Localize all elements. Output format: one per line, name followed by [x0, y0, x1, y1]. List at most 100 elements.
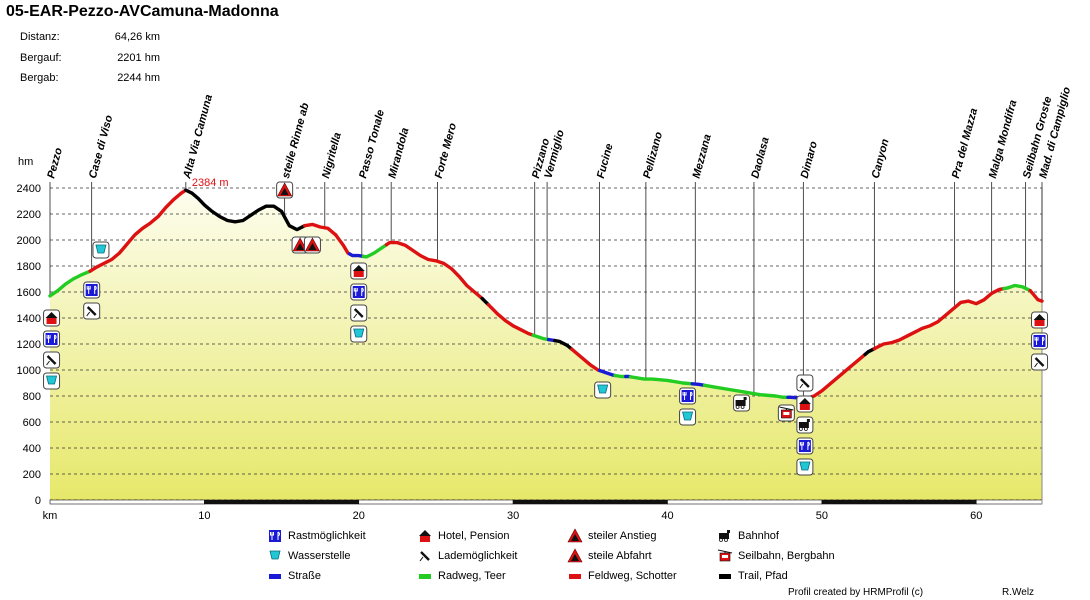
x-axis-scale-segment [667, 499, 823, 505]
legend-label: Seilbahn, Bergbahn [738, 550, 835, 562]
y-tick-label: 1600 [17, 287, 41, 299]
train-icon [796, 416, 814, 434]
hotel-legend-icon [416, 528, 434, 544]
steep-ascent-icon [276, 181, 294, 199]
profile-segment [361, 243, 389, 259]
charging-icon [43, 351, 61, 369]
profile-segment [48, 269, 92, 298]
waypoint-label: Malga Mondifra [987, 99, 1019, 180]
cablecar-icon [717, 548, 733, 564]
x-axis-label: km [43, 510, 58, 522]
author-text: R.Welz [1002, 587, 1035, 598]
y-axis-label: hm [18, 156, 33, 168]
hotel-icon [796, 395, 814, 413]
profile-segment [553, 338, 574, 351]
profile-segment [303, 222, 338, 237]
profile-segment [690, 382, 707, 387]
legend-label: Wasserstelle [288, 550, 351, 562]
y-tick-label: 400 [23, 443, 41, 455]
profile-segment [531, 333, 551, 342]
profile-segment [1028, 289, 1044, 303]
food-icon [83, 281, 101, 299]
water-icon [594, 381, 612, 399]
water-icon [43, 372, 61, 390]
x-tick-label: 20 [353, 510, 365, 522]
charging-icon [417, 548, 433, 564]
steep-descent-icon [567, 548, 583, 564]
profile-segment [628, 375, 694, 386]
water-icon [267, 548, 283, 564]
y-tick-label: 600 [23, 417, 41, 429]
legend-label: steiler Anstieg [588, 530, 657, 542]
bikepath-legend-icon [416, 569, 434, 583]
train-icon [717, 528, 733, 544]
x-axis-scale-segment [975, 499, 1043, 505]
hotel-icon [350, 262, 368, 280]
x-tick-label: 40 [661, 510, 673, 522]
waypoint-label: Mirandola [386, 126, 411, 179]
y-tick-label: 200 [23, 469, 41, 481]
waypoint-label: Dimaro [799, 140, 820, 180]
hotel-icon [43, 309, 61, 327]
water-legend-icon [266, 548, 284, 564]
profile-segment [863, 347, 877, 357]
cablecar-legend-icon [716, 548, 734, 564]
legend-item-food: Rastmöglichkeit [266, 528, 366, 544]
distance-value: 64,26 km [114, 31, 160, 43]
charging-icon [350, 304, 368, 322]
waypoint-label: Pra del Mazza [950, 107, 980, 180]
x-axis-scale-segment [821, 499, 977, 505]
profile-area [50, 190, 1042, 500]
cablecar-icon [777, 404, 795, 422]
food-legend-icon [266, 528, 284, 544]
steep-descent-legend-icon [566, 548, 584, 564]
charging-legend-icon [416, 548, 434, 564]
food-icon [43, 330, 61, 348]
legend-item-train: Bahnhof [716, 528, 779, 544]
y-tick-label: 2000 [17, 235, 41, 247]
steep-ascent-legend-icon [566, 528, 584, 544]
gravel-legend-icon [566, 569, 584, 583]
profile-segment [872, 286, 1006, 351]
train-icon [733, 394, 751, 412]
peak-annotation: 2384 m [192, 177, 229, 189]
y-tick-label: 2400 [17, 183, 41, 195]
hotel-icon [417, 528, 433, 544]
legend-item-steep-ascent: steiler Anstieg [566, 528, 656, 544]
legend-label: Hotel, Pension [438, 530, 510, 542]
y-tick-label: 1400 [17, 313, 41, 325]
legend-label: steile Abfahrt [588, 550, 652, 562]
water-icon [350, 325, 368, 343]
food-icon [350, 283, 368, 301]
x-axis-scale-segment [204, 499, 360, 505]
legend-item-bikepath: Radweg, Teer [416, 568, 506, 584]
profile-segment [184, 188, 307, 232]
food-icon [1031, 332, 1049, 350]
y-tick-label: 1000 [17, 365, 41, 377]
waypoint-label: Case di Viso [87, 114, 115, 180]
trail-legend-icon [716, 569, 734, 583]
profile-segment [88, 188, 188, 273]
legend-label: Lademöglichkeit [438, 550, 518, 562]
legend-item-cablecar: Seilbahn, Bergbahn [716, 548, 835, 564]
profile-segment [347, 252, 366, 259]
legend-label: Feldweg, Schotter [588, 570, 677, 582]
waypoint-label: Pezzo [45, 146, 65, 179]
food-icon [679, 387, 697, 405]
gravel-swatch [569, 573, 581, 579]
waypoint-label: Nigritella [320, 131, 344, 180]
legend-label: Radweg, Teer [438, 570, 506, 582]
steep-descent-icon [303, 236, 321, 254]
profile-segment [1002, 283, 1032, 293]
waypoint-label: Daolasa [749, 136, 772, 180]
legend-label: Trail, Pfad [738, 570, 788, 582]
waypoint-label: Pellizano [641, 130, 665, 179]
ascent-value: 2201 hm [117, 52, 160, 64]
legend-item-water: Wasserstelle [266, 548, 351, 564]
food-icon [796, 437, 814, 455]
charging-icon [83, 302, 101, 320]
waypoint-label: Alta Via Camuna [181, 93, 215, 181]
legend-label: Rastmöglichkeit [288, 530, 366, 542]
chart-title: 05-EAR-Pezzo-AVCamuna-Madonna [6, 3, 279, 20]
